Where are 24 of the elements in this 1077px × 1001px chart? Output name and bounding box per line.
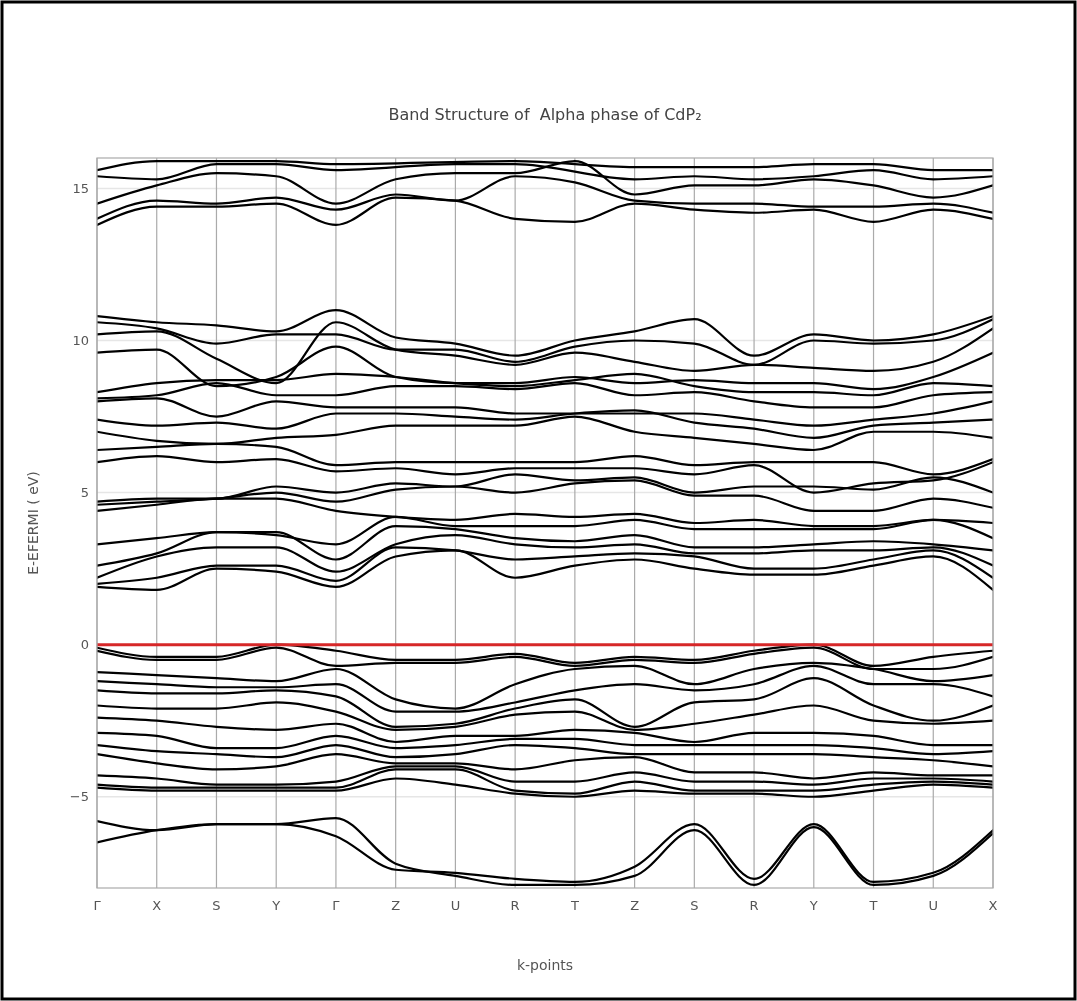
chart-title: Band Structure of Alpha phase of CdP₂ [388, 105, 702, 124]
x-tick-label: Z [391, 898, 401, 913]
x-tick-label: Y [808, 898, 818, 913]
x-tick-label: R [749, 898, 759, 913]
y-tick-label: −5 [69, 789, 89, 805]
y-tick-label: 0 [80, 637, 89, 653]
x-tick-label: T [868, 898, 878, 913]
y-tick-label: 5 [80, 485, 89, 501]
x-tick-label: X [988, 898, 998, 913]
y-tick-label: 10 [72, 333, 89, 349]
x-tick-label: R [510, 898, 520, 913]
x-tick-label: Γ [332, 898, 341, 913]
x-tick-label: Γ [93, 898, 102, 913]
x-tick-label: U [450, 898, 461, 913]
x-tick-label: T [569, 898, 579, 913]
x-tick-label: Y [271, 898, 281, 913]
x-tick-label: X [152, 898, 162, 913]
y-axis-title: E-EFERMI ( eV) [25, 471, 41, 575]
x-axis-title: k-points [516, 957, 574, 973]
x-tick-label: U [928, 898, 939, 913]
x-tick-label: S [212, 898, 221, 913]
x-tick-label: Z [630, 898, 640, 913]
y-tick-label: 15 [72, 180, 89, 196]
x-tick-label: S [690, 898, 699, 913]
